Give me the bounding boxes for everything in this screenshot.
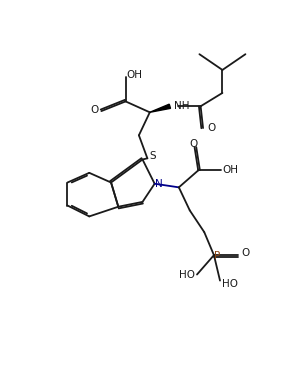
Text: OH: OH [127, 70, 143, 80]
Text: HO: HO [222, 279, 238, 289]
Text: HO: HO [179, 270, 195, 280]
Text: O: O [90, 105, 98, 115]
Text: N: N [155, 179, 162, 189]
Text: P: P [214, 251, 221, 260]
Polygon shape [150, 104, 170, 112]
Text: O: O [207, 123, 216, 133]
Text: OH: OH [222, 165, 238, 175]
Text: NH: NH [174, 101, 190, 111]
Text: S: S [149, 151, 156, 161]
Text: O: O [189, 139, 198, 149]
Text: O: O [241, 248, 249, 258]
